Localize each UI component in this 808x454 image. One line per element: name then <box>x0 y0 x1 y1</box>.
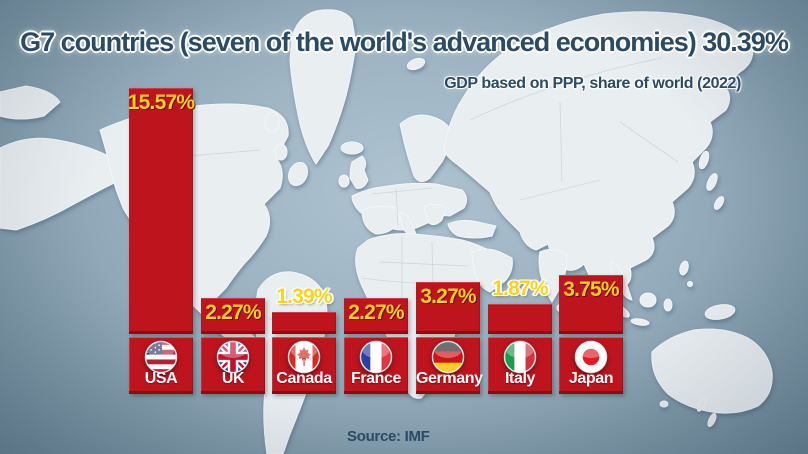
country-label-usa: USA <box>144 370 178 387</box>
country-label-canada: Canada <box>276 370 332 387</box>
country-block-france: France <box>344 337 408 394</box>
country-block-usa: USA <box>129 337 193 394</box>
bar-group-italy: 1.87% Italy <box>488 0 552 454</box>
country-label-france: France <box>350 370 402 387</box>
value-label-usa: 15.57% <box>127 91 195 114</box>
bar-group-uk: 2.27% UK <box>201 0 265 454</box>
bar-group-usa: 15.57% USA <box>128 0 195 454</box>
bar-group-japan: 3.75% Japan <box>559 0 623 454</box>
country-label-uk: UK <box>221 370 245 387</box>
chart-subtitle: GDP based on PPP, share of world (2022) <box>444 75 741 92</box>
bar-france <box>344 298 408 334</box>
bar-germany <box>416 282 480 334</box>
bar-group-canada: 1.39% Canada <box>272 0 336 454</box>
bar-usa <box>129 88 193 334</box>
bar-japan <box>559 275 623 334</box>
bar-uk <box>201 298 265 334</box>
value-label-france: 2.27% <box>348 301 404 324</box>
country-block-uk: UK <box>201 337 265 394</box>
value-label-uk: 2.27% <box>205 301 261 324</box>
value-label-japan: 3.75% <box>563 278 619 301</box>
country-block-germany: Germany <box>416 337 483 394</box>
country-label-italy: Italy <box>504 370 536 387</box>
germany-flag-icon <box>431 340 465 374</box>
italy-flag-icon <box>503 340 537 374</box>
value-label-germany: 3.27% <box>420 285 476 308</box>
japan-flag-icon <box>574 340 608 374</box>
uk-flag-icon <box>216 340 250 374</box>
bar-italy <box>488 304 552 334</box>
bar-group-germany: 3.27% Germany <box>416 0 483 454</box>
value-label-canada: 1.39% <box>276 285 332 308</box>
value-label-italy: 1.87% <box>492 277 548 300</box>
bar-canada <box>272 312 336 334</box>
country-label-japan: Japan <box>568 370 614 387</box>
usa-flag-icon <box>144 340 178 374</box>
chart-title: G7 countries (seven of the world's advan… <box>20 27 789 57</box>
canada-flag-icon <box>287 340 321 374</box>
country-block-canada: Canada <box>272 337 336 394</box>
country-label-germany: Germany <box>416 370 483 387</box>
source-note: Source: IMF <box>347 428 430 445</box>
country-block-japan: Japan <box>559 337 623 394</box>
country-block-italy: Italy <box>488 337 552 394</box>
france-flag-icon <box>359 340 393 374</box>
bar-group-france: 2.27% France <box>344 0 408 454</box>
